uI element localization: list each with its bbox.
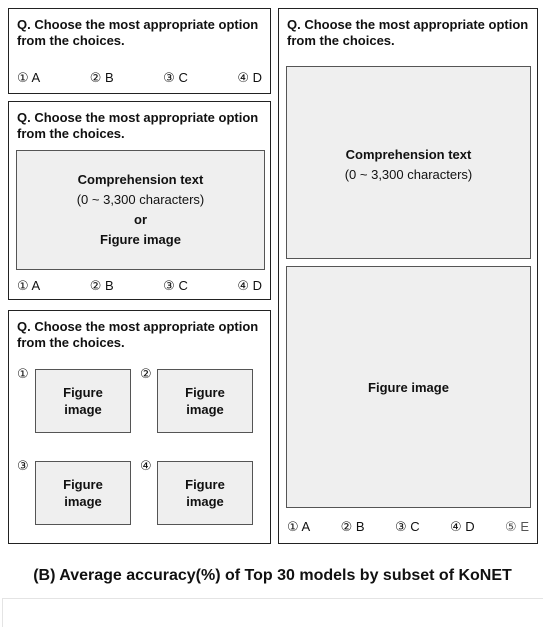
figure-image-label: Figure image — [368, 379, 449, 395]
option-b[interactable]: ② B — [340, 519, 365, 534]
marker-1: ① — [17, 366, 29, 381]
comprehension-title: Comprehension text — [77, 172, 204, 187]
options-row: ① A ② B ③ C ④ D — [17, 70, 262, 86]
options-row: ① A ② B ③ C ④ D ⑤ E — [287, 519, 529, 535]
image-word: image — [186, 494, 224, 509]
figure-image-label: Figure image — [100, 232, 181, 247]
option-a[interactable]: ① A — [287, 519, 311, 534]
comprehension-range: (0 ~ 3,300 characters) — [76, 192, 205, 207]
option-c[interactable]: ③ C — [394, 519, 420, 534]
option-e[interactable]: ⑤ E — [505, 519, 529, 534]
figure-word: Figure — [185, 385, 225, 400]
option-b[interactable]: ② B — [89, 278, 114, 293]
marker-2: ② — [140, 366, 152, 381]
option-a[interactable]: ① A — [17, 278, 41, 293]
option-d[interactable]: ④ D — [237, 278, 262, 293]
option-a[interactable]: ① A — [17, 70, 41, 85]
comprehension-or-figure-box: Comprehension text (0 ~ 3,300 characters… — [16, 150, 265, 270]
card-figure-options-question: Q. Choose the most appropriate option fr… — [8, 310, 271, 544]
marker-3: ③ — [17, 458, 29, 473]
comprehension-range: (0 ~ 3,300 characters) — [344, 167, 473, 182]
figure-image-box: Figure image — [286, 266, 531, 508]
figure-caption: (B) Average accuracy(%) of Top 30 models… — [33, 567, 512, 584]
or-label: or — [134, 212, 147, 227]
image-word: image — [64, 402, 102, 417]
option-c[interactable]: ③ C — [163, 278, 188, 293]
question-text: Q. Choose the most appropriate option fr… — [17, 110, 259, 141]
card-simple-question: Q. Choose the most appropriate option fr… — [8, 8, 271, 94]
comprehension-box: Comprehension text (0 ~ 3,300 characters… — [286, 66, 531, 259]
question-text: Q. Choose the most appropriate option fr… — [17, 319, 259, 350]
figure-option-3[interactable]: Figure image — [35, 461, 131, 525]
marker-4: ④ — [140, 458, 152, 473]
image-word: image — [186, 402, 224, 417]
question-text: Q. Choose the most appropriate option fr… — [287, 17, 529, 48]
image-word: image — [64, 494, 102, 509]
figure-word: Figure — [185, 477, 225, 492]
options-row: ① A ② B ③ C ④ D — [17, 278, 262, 294]
card-comprehension-question: Q. Choose the most appropriate option fr… — [8, 101, 271, 300]
figure-option-4[interactable]: Figure image — [157, 461, 253, 525]
figure-word: Figure — [63, 385, 103, 400]
figure-word: Figure — [63, 477, 103, 492]
option-d[interactable]: ④ D — [450, 519, 475, 534]
option-d[interactable]: ④ D — [237, 70, 262, 85]
figure-option-2[interactable]: Figure image — [157, 369, 253, 433]
option-c[interactable]: ③ C — [163, 70, 188, 85]
card-large-question: Q. Choose the most appropriate option fr… — [278, 8, 538, 544]
option-b[interactable]: ② B — [89, 70, 114, 85]
comprehension-title: Comprehension text — [345, 147, 472, 162]
question-text: Q. Choose the most appropriate option fr… — [17, 17, 259, 48]
figure-option-1[interactable]: Figure image — [35, 369, 131, 433]
next-panel-edge — [2, 598, 543, 627]
